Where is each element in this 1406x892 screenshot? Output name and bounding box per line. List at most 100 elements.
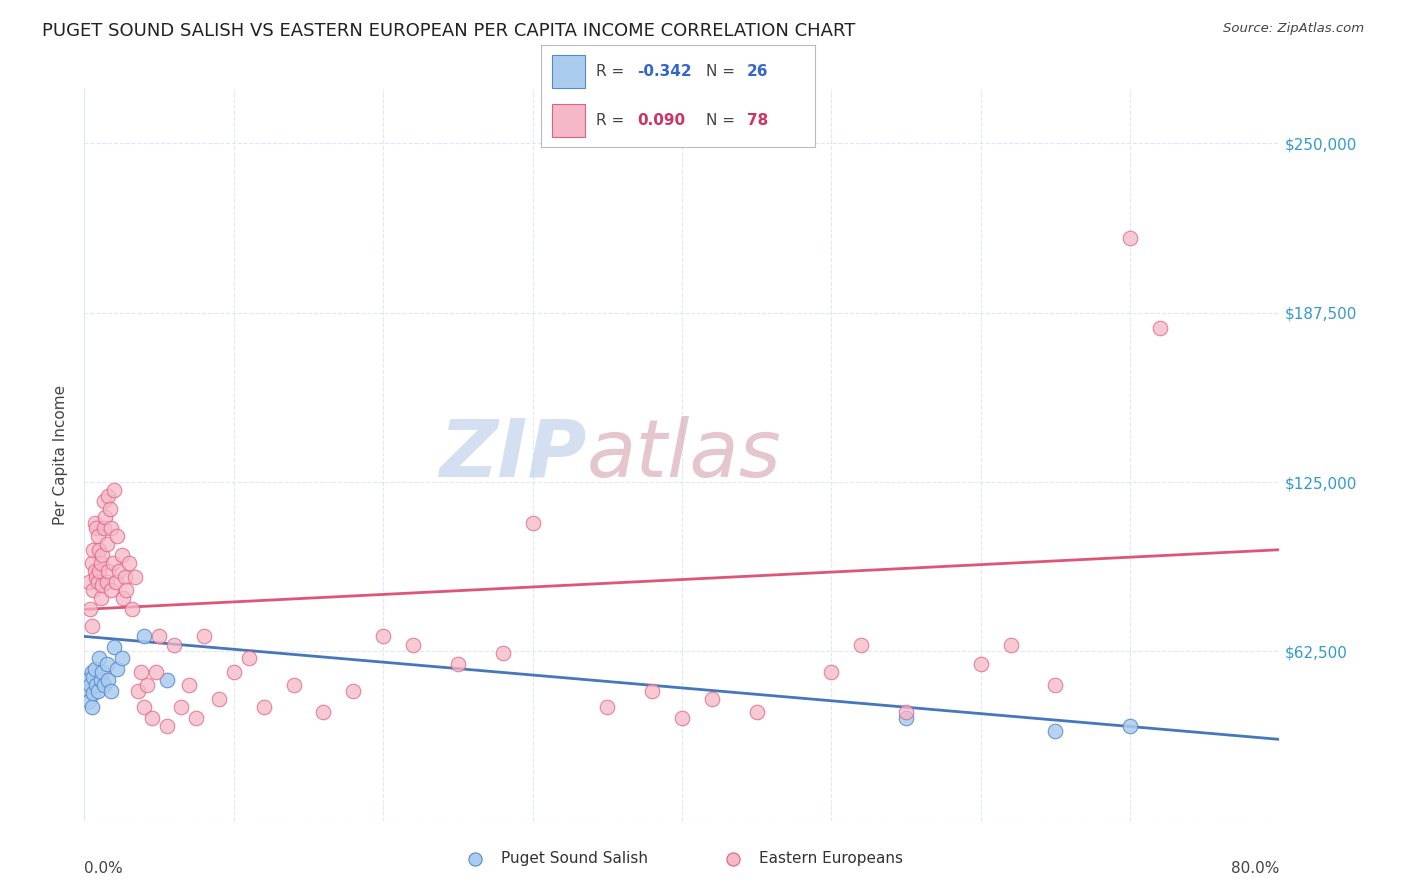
Point xyxy=(100,683,122,698)
Point xyxy=(723,851,745,865)
Point xyxy=(96,575,118,590)
Y-axis label: Per Capita Income: Per Capita Income xyxy=(53,384,69,525)
Text: Puget Sound Salish: Puget Sound Salish xyxy=(501,851,648,866)
Point xyxy=(80,556,103,570)
Point xyxy=(700,691,723,706)
Point xyxy=(103,640,125,655)
Point xyxy=(208,691,231,706)
Text: N =: N = xyxy=(706,63,740,78)
Point xyxy=(80,699,103,714)
Point xyxy=(90,673,112,687)
Text: -0.342: -0.342 xyxy=(637,63,692,78)
Point xyxy=(342,683,364,698)
Point xyxy=(894,711,917,725)
Point xyxy=(163,638,186,652)
Text: 80.0%: 80.0% xyxy=(1232,861,1279,876)
Point xyxy=(96,657,118,671)
FancyBboxPatch shape xyxy=(553,55,585,87)
Point xyxy=(155,673,177,687)
Point xyxy=(193,629,215,643)
Point xyxy=(148,629,170,643)
Point xyxy=(641,683,664,698)
Point xyxy=(107,565,129,579)
Point xyxy=(90,591,112,606)
Point xyxy=(80,618,103,632)
Point xyxy=(77,683,100,698)
Point xyxy=(121,602,143,616)
Point xyxy=(186,711,208,725)
Point xyxy=(118,556,141,570)
Point xyxy=(522,516,544,530)
Point xyxy=(253,699,276,714)
Point xyxy=(93,521,115,535)
Point xyxy=(970,657,993,671)
Point xyxy=(82,542,104,557)
Point xyxy=(101,556,124,570)
Point xyxy=(96,537,118,551)
Text: PUGET SOUND SALISH VS EASTERN EUROPEAN PER CAPITA INCOME CORRELATION CHART: PUGET SOUND SALISH VS EASTERN EUROPEAN P… xyxy=(42,22,856,40)
Text: 26: 26 xyxy=(747,63,769,78)
Point xyxy=(100,521,122,535)
Point xyxy=(111,651,134,665)
Point xyxy=(77,575,100,590)
Point xyxy=(402,638,425,652)
Point xyxy=(97,565,120,579)
Point xyxy=(129,665,152,679)
Point xyxy=(87,683,110,698)
Text: atlas: atlas xyxy=(586,416,782,494)
Point xyxy=(86,570,108,584)
Text: 0.0%: 0.0% xyxy=(84,861,124,876)
Point xyxy=(76,673,98,687)
Point xyxy=(1119,719,1142,733)
Text: R =: R = xyxy=(596,113,630,128)
Point xyxy=(100,583,122,598)
Point xyxy=(464,851,486,865)
Point xyxy=(115,583,138,598)
FancyBboxPatch shape xyxy=(553,104,585,137)
Point xyxy=(492,646,515,660)
Text: N =: N = xyxy=(706,113,740,128)
Point xyxy=(91,578,114,592)
Point xyxy=(86,678,108,692)
Point xyxy=(894,706,917,720)
Point xyxy=(127,683,149,698)
Point xyxy=(104,575,127,590)
Point xyxy=(105,529,128,543)
Point xyxy=(83,516,105,530)
Point xyxy=(312,706,335,720)
Point xyxy=(745,706,768,720)
Text: Eastern Europeans: Eastern Europeans xyxy=(759,851,903,866)
Text: ZIP: ZIP xyxy=(439,416,586,494)
Point xyxy=(222,665,245,679)
Point xyxy=(93,678,115,692)
Point xyxy=(1000,638,1022,652)
Point xyxy=(83,565,105,579)
Point xyxy=(105,662,128,676)
Point xyxy=(132,629,156,643)
Point xyxy=(671,711,693,725)
Point xyxy=(596,699,619,714)
Point xyxy=(91,665,114,679)
Point xyxy=(89,565,111,579)
Point xyxy=(1045,724,1067,739)
Point xyxy=(91,548,114,562)
Point xyxy=(111,548,134,562)
Point xyxy=(93,494,115,508)
Point xyxy=(1149,320,1171,334)
Point xyxy=(177,678,200,692)
Point xyxy=(141,711,163,725)
Text: R =: R = xyxy=(596,63,630,78)
Point xyxy=(155,719,177,733)
Point xyxy=(1045,678,1067,692)
Point xyxy=(371,629,394,643)
Point xyxy=(83,662,105,676)
Point xyxy=(97,489,120,503)
Point xyxy=(82,686,104,700)
Point xyxy=(94,510,117,524)
Point xyxy=(132,699,156,714)
Point xyxy=(114,570,136,584)
Text: 0.090: 0.090 xyxy=(637,113,685,128)
Point xyxy=(79,678,101,692)
Point xyxy=(103,483,125,497)
Point xyxy=(145,665,167,679)
